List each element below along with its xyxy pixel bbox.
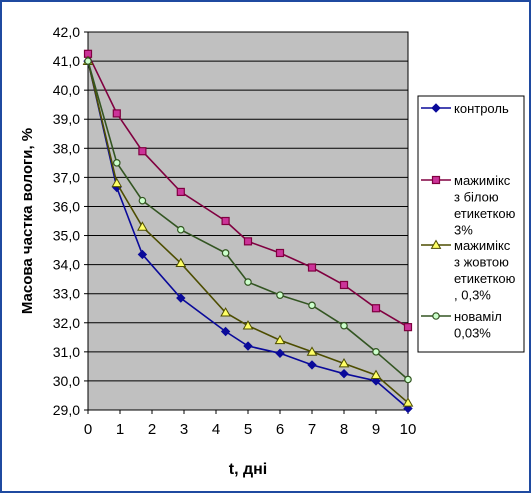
- series-3: [82, 55, 414, 407]
- legend-marker: [432, 312, 440, 320]
- data-point: [371, 304, 381, 313]
- y-axis-label: Масова частка вологи, %: [19, 128, 36, 314]
- legend-label: 3%: [454, 223, 473, 238]
- data-point: [274, 334, 286, 345]
- data-point: [221, 216, 230, 226]
- y-tick-label: 40,0: [53, 82, 80, 98]
- data-point: [339, 280, 349, 290]
- plot-area: [87, 31, 409, 411]
- legend-label: етикеткою: [454, 271, 516, 286]
- x-tick-label: 6: [276, 421, 284, 438]
- data-point: [177, 225, 185, 234]
- legend-label: 0,03%: [454, 326, 491, 341]
- legend-box: [417, 95, 525, 353]
- x-tick-label: 8: [340, 421, 348, 438]
- y-tick-label: 29,0: [53, 402, 80, 418]
- legend-label: , 0,3%: [454, 288, 491, 303]
- legend-label: етикеткою: [454, 206, 516, 221]
- x-tick-label: 0: [84, 421, 92, 438]
- data-point: [370, 369, 382, 379]
- x-tick-label: 3: [180, 421, 188, 438]
- x-tick-label: 7: [308, 421, 316, 438]
- data-point: [404, 375, 412, 384]
- data-point: [244, 278, 252, 286]
- legend-label: новамiл: [454, 309, 502, 324]
- y-tick-label: 39,0: [53, 111, 80, 127]
- y-tick-label: 32,0: [53, 315, 80, 331]
- data-point: [84, 57, 92, 65]
- data-point: [137, 249, 148, 260]
- legend-label: з білою: [454, 190, 499, 205]
- legend-entry: новамiл 0,03%: [421, 309, 502, 341]
- data-point: [220, 326, 231, 337]
- data-point: [340, 321, 348, 330]
- series-group: [82, 49, 414, 414]
- data-point: [175, 257, 187, 268]
- data-point: [112, 109, 121, 118]
- data-point: [306, 346, 318, 356]
- axes: 29,0 30,0 31,0 32,0 33,0 34,0 35,0 36,0 37,0 38,0…: [53, 24, 417, 438]
- y-tick-label: 35,0: [53, 228, 80, 244]
- legend-marker: [431, 175, 441, 185]
- y-tick-label: 30,0: [53, 373, 80, 389]
- legend-marker: [430, 239, 442, 249]
- y-tick-label: 37,0: [53, 169, 80, 185]
- legend-label: контроль: [454, 101, 509, 116]
- data-point: [307, 360, 317, 370]
- y-tick-label: 41,0: [53, 53, 80, 69]
- y-tick-label: 38,0: [53, 140, 80, 156]
- data-point: [372, 348, 380, 356]
- legend-label: мажимікс: [454, 173, 511, 188]
- data-point: [307, 263, 317, 272]
- x-tick-label: 4: [212, 421, 220, 438]
- x-tick-label: 2: [148, 421, 156, 438]
- data-point: [402, 397, 414, 407]
- data-point: [137, 221, 148, 231]
- data-point: [243, 341, 253, 351]
- data-point: [275, 348, 285, 359]
- legend-entry: контроль: [421, 101, 509, 116]
- y-tick-label: 42,0: [53, 24, 80, 40]
- data-point: [403, 323, 413, 332]
- x-tick-label: 10: [400, 421, 417, 438]
- series-4: [84, 57, 412, 384]
- legend-marker: [431, 103, 441, 113]
- y-tick-label: 33,0: [53, 286, 80, 302]
- data-point: [111, 177, 123, 188]
- data-point: [308, 301, 316, 310]
- y-tick-label: 31,0: [53, 344, 80, 360]
- data-point: [138, 147, 147, 156]
- series-2: [83, 49, 413, 332]
- y-tick-label: 36,0: [53, 198, 80, 214]
- data-point: [242, 320, 254, 330]
- x-axis-label: t, дні: [229, 461, 267, 478]
- data-point: [176, 187, 185, 197]
- legend-label: мажимікс: [454, 238, 511, 253]
- data-point: [221, 249, 230, 257]
- data-point: [243, 237, 253, 246]
- x-tick-label: 9: [372, 421, 380, 438]
- data-point: [113, 159, 121, 167]
- data-point: [176, 293, 186, 303]
- data-point: [276, 291, 284, 299]
- data-point: [339, 368, 349, 379]
- y-tick-label: 34,0: [53, 257, 80, 273]
- x-tick-label: 1: [116, 421, 124, 438]
- data-point: [338, 357, 350, 368]
- x-tick-label: 5: [244, 421, 252, 438]
- data-point: [220, 307, 231, 317]
- legend-label: з жовтою: [454, 255, 509, 270]
- data-point: [275, 248, 285, 258]
- data-point: [138, 196, 147, 205]
